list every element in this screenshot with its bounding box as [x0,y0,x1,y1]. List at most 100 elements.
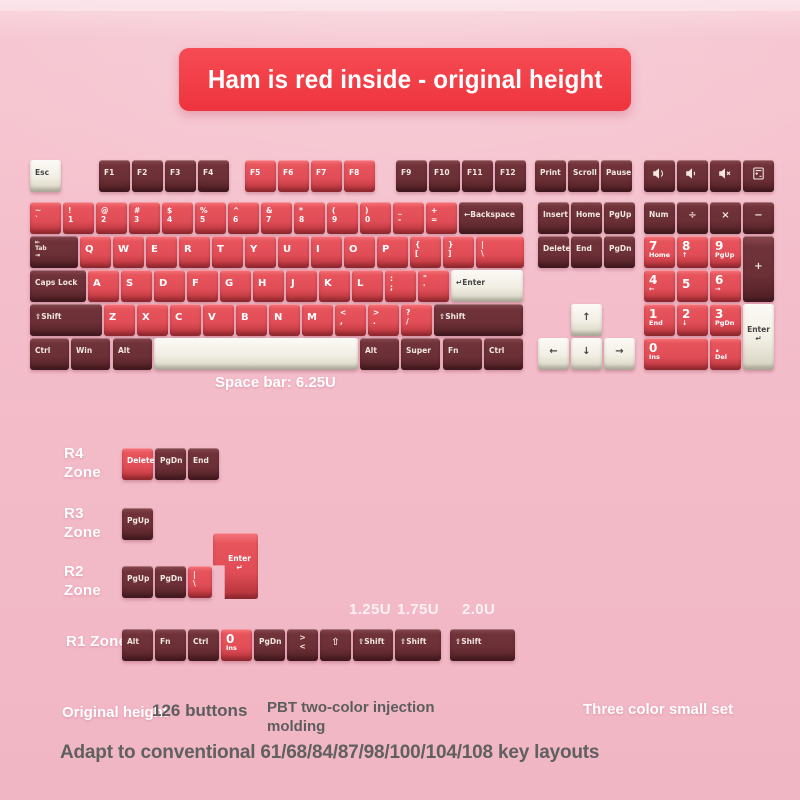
key-i: I [311,236,342,268]
key-: * 8 [294,202,325,234]
key-legend: PgDn [160,456,183,466]
key-legend: ' [423,282,426,292]
key-legend: Del [715,352,728,361]
key-c: C [170,304,201,336]
key-legend: Fn [448,346,459,356]
key-legend: : [390,273,393,283]
zone-label-line: R1 Zone [66,633,128,650]
key-legend: # [134,205,141,215]
key-b: B [236,304,267,336]
key-legend: > [373,307,380,317]
key-legend: ` [35,214,39,224]
key-legend: 0 [365,214,371,224]
key-legend: Scroll [573,168,597,178]
key-legend: + [431,205,438,215]
key-pgup: PgUp [122,508,153,540]
key-arrow-left: ← [538,338,569,370]
key-legend: | [193,569,196,579]
key-alt: Alt [360,338,399,370]
key-: ! 1 [63,202,94,234]
title-banner: Ham is red inside - original height [179,48,631,111]
spec-material: PBT two-color injection molding [267,698,435,736]
key-j: J [286,270,317,302]
key-2: 2 ↓ [677,304,708,336]
key-alt: Alt [122,629,153,661]
volume-up-icon [644,160,675,192]
key-legend: Enter [228,553,251,563]
spec-material-line2: molding [267,718,326,735]
key-legend: V [208,311,216,323]
key-backspace: ←Backspace [459,202,523,234]
key-legend: L [357,277,364,289]
key-legend: 8 [682,238,691,253]
key-legend: Delete [127,456,155,466]
key-f9: F9 [396,160,427,192]
key-legend: & [266,205,273,215]
key-legend: F4 [203,168,214,178]
key-legend: ~ [35,205,42,215]
key-legend: 5 [682,276,691,291]
key-: @2 [96,202,127,234]
key-o: O [344,236,375,268]
top-light-strip [0,0,800,11]
key-numpad-minus: − [743,202,774,234]
spec-button-count: 126 buttons [152,701,248,720]
key-legend: B [241,311,249,323]
key-legend: - [398,214,402,224]
key-pgdn: PgDn [254,629,285,661]
key-legend: O [349,243,358,255]
key-alt: Alt [113,338,152,370]
key-num: Num [644,202,675,234]
key-enter: ↵Enter [451,270,523,302]
key-legend: ? [406,307,411,317]
key-delete: Delete [538,236,571,268]
key-legend: F10 [434,168,450,178]
key-legend: F1 [104,168,115,178]
zone-label-r1-zone: R1 Zone [66,632,127,651]
key-legend: S [126,277,134,289]
key-legend: ⇧Shift [439,312,466,322]
key-legend: ↑ [582,311,591,323]
key-legend: ⇧Shift [400,637,427,647]
key-ctrl: Ctrl [30,338,69,370]
key-fn: Fn [443,338,482,370]
key-legend: Alt [127,637,139,647]
key-v: V [203,304,234,336]
key-legend: < [299,641,306,651]
key-t: T [212,236,243,268]
size-label: 1.25U [349,601,392,618]
key-: ) 0 [360,202,391,234]
key-legend: M [307,311,317,323]
key-numpad-divide: ÷ [677,202,708,234]
key-legend: Delete [543,244,571,254]
key-legend: ⇧Shift [455,637,482,647]
spec-material-line1: PBT two-color injection [267,699,435,716]
key-legend: 2 [682,306,691,321]
key-z: Z [104,304,135,336]
volume-down-icon [677,160,708,192]
key-n: N [269,304,300,336]
key-legend: 7 [266,214,272,224]
key-legend: − [754,209,763,221]
key-print: Print [535,160,566,192]
key-legend: ↵Enter [456,278,486,288]
key-: + = [426,202,457,234]
key-legend: ⇤ [35,239,41,247]
key-legend: F2 [137,168,148,178]
key-legend: 0 [226,631,235,646]
key-legend: W [118,243,130,255]
key-: ? / [401,304,432,336]
key-arrow-down: ↓ [571,338,602,370]
key-legend: ; [390,282,393,292]
key-insert: Insert [538,202,569,234]
key-legend: K [324,277,332,289]
key-legend: PgUp [609,210,632,220]
key-legend: 6 [715,272,724,287]
key-numpad-enter: Enter ↵ [743,304,774,370]
key-legend: Num [649,210,669,220]
key-legend: 3 [134,214,140,224]
key-ctrl: Ctrl [188,629,219,661]
key-legend: F11 [467,168,483,178]
key-s: S [121,270,152,302]
